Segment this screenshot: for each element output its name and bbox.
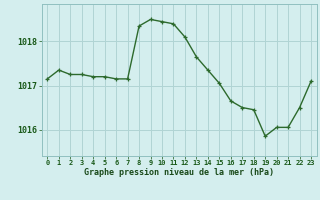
X-axis label: Graphe pression niveau de la mer (hPa): Graphe pression niveau de la mer (hPa) [84, 168, 274, 177]
